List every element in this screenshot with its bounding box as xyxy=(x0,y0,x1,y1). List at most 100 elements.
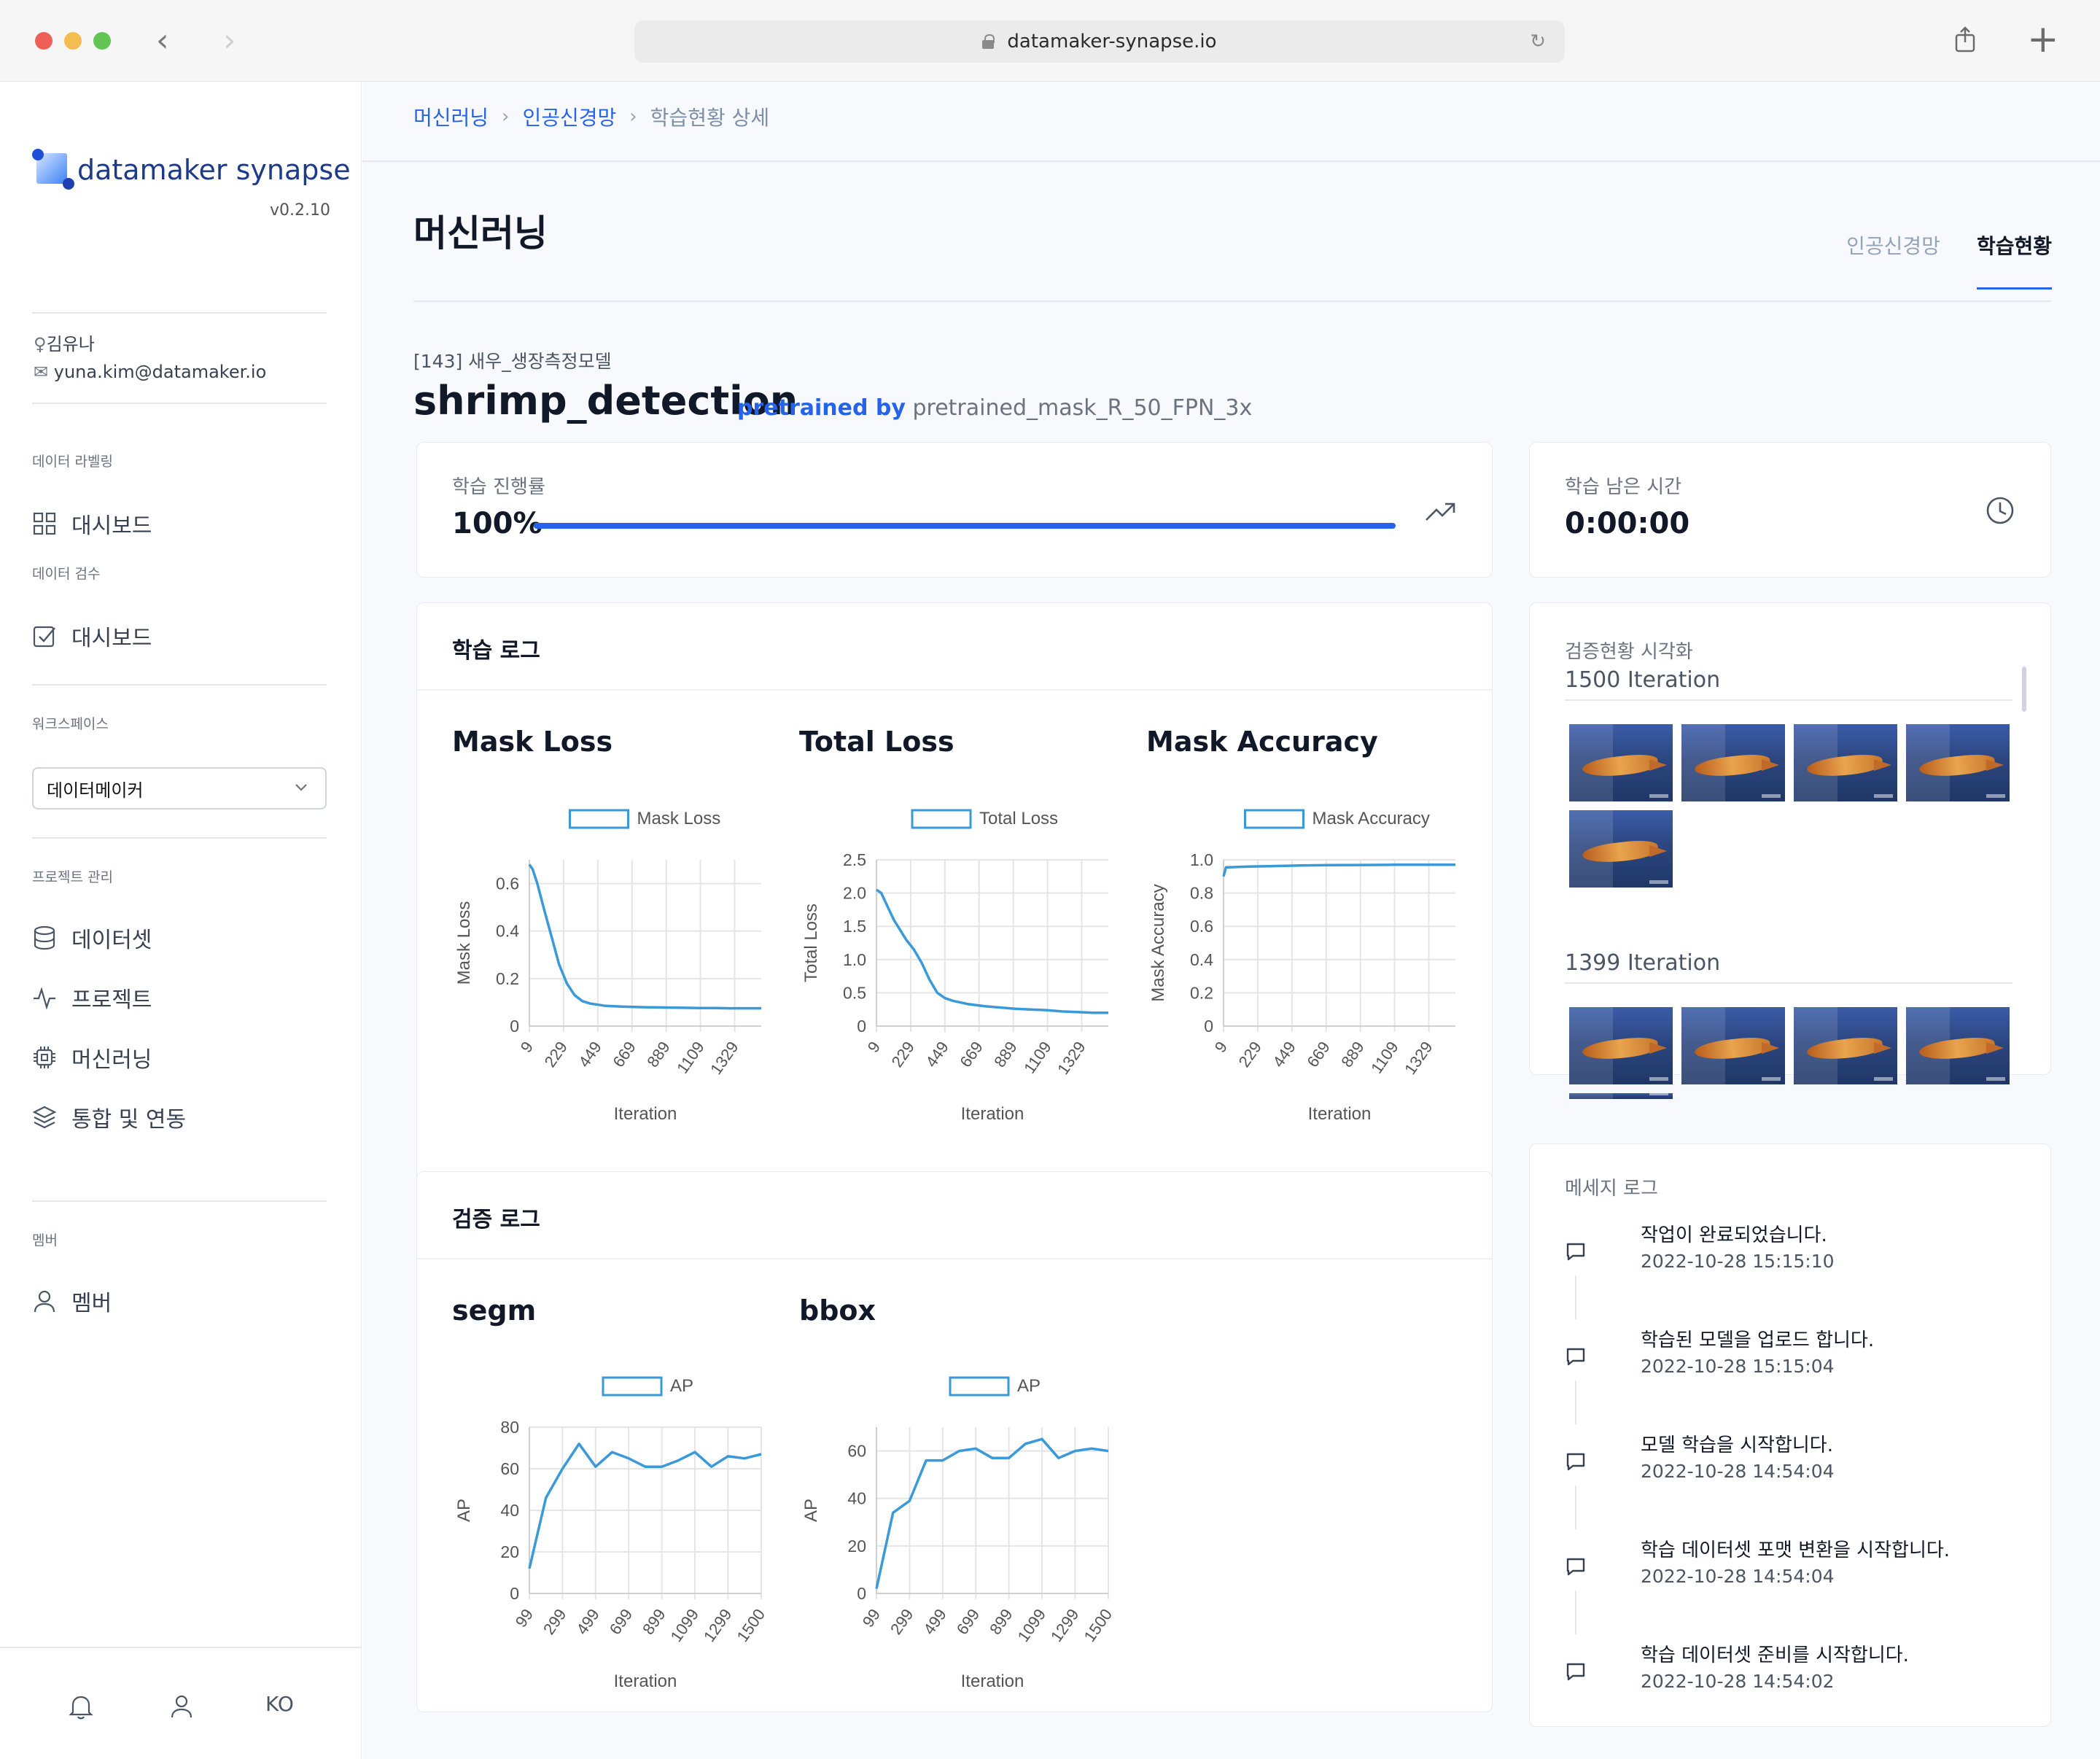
remaining-time-card: 학습 남은 시간 0:00:00 xyxy=(1529,442,2051,578)
logo-text: datamaker synapse xyxy=(77,154,351,186)
pretrained-info: pretrained by pretrained_mask_R_50_FPN_3… xyxy=(737,395,1252,421)
trending-up-icon xyxy=(1426,502,1455,521)
y-tick-label: 0 xyxy=(857,1017,866,1036)
validation-thumbnail[interactable] xyxy=(1681,1007,1785,1084)
message-text: 작업이 완료되었습니다. xyxy=(1641,1224,1827,1246)
maximize-window-button[interactable] xyxy=(93,32,111,50)
x-tick-label: 1109 xyxy=(1367,1038,1402,1077)
legend-label: AP xyxy=(670,1376,693,1396)
tab-neural-network[interactable]: 인공신경망 xyxy=(1846,234,1940,258)
legend-label: Mask Accuracy xyxy=(1312,809,1430,828)
validation-log-title: 검증 로그 xyxy=(452,1207,540,1232)
sidebar-item-machine-learning[interactable]: 머신러닝 xyxy=(32,1041,152,1073)
message-timestamp: 2022-10-28 14:54:04 xyxy=(1641,1461,1835,1482)
back-arrow-icon[interactable]: ‹ xyxy=(156,22,169,59)
timeline-connector xyxy=(1575,1275,1576,1319)
y-tick-label: 1.5 xyxy=(843,917,866,936)
viz-iteration-label: 1500 Iteration xyxy=(1565,667,1721,693)
x-tick-label: 449 xyxy=(575,1038,605,1071)
minimize-window-button[interactable] xyxy=(64,32,82,50)
section-label-review: 데이터 검수 xyxy=(32,566,101,582)
forward-arrow-icon[interactable]: › xyxy=(223,22,236,59)
chart-title-bbox: bbox xyxy=(799,1294,876,1327)
user-email: ✉ yuna.kim@datamaker.io xyxy=(34,362,267,382)
pretrained-by-label: pretrained by xyxy=(737,395,906,421)
chart-title-mask-loss: Mask Loss xyxy=(452,726,613,758)
chat-bubble-icon xyxy=(1566,1348,1585,1366)
bell-icon[interactable] xyxy=(69,1693,93,1720)
breadcrumb-item[interactable]: 머신러닝 xyxy=(413,106,489,130)
legend-label: AP xyxy=(1017,1376,1041,1396)
validation-thumbnail[interactable] xyxy=(1569,810,1673,888)
series-line xyxy=(528,1442,762,1569)
url-text: datamaker-synapse.io xyxy=(1007,31,1217,53)
validation-thumbnail[interactable] xyxy=(1794,724,1897,801)
y-tick-label: 0.2 xyxy=(496,969,519,988)
x-tick-label: 449 xyxy=(1269,1038,1299,1071)
validation-thumbnail[interactable] xyxy=(1906,1007,2010,1084)
x-axis-label: Iteration xyxy=(614,1104,677,1124)
sidebar-item-member[interactable]: 멤버 xyxy=(32,1285,112,1317)
y-axis-label: AP xyxy=(801,1499,821,1522)
legend-label: Total Loss xyxy=(979,809,1058,828)
tab-training-status[interactable]: 학습현황 xyxy=(1976,230,2052,290)
sidebar-item-project[interactable]: 프로젝트 xyxy=(32,982,152,1014)
x-tick-label: 889 xyxy=(1337,1038,1368,1071)
x-tick-label: 889 xyxy=(990,1038,1021,1071)
sidebar-item-dataset[interactable]: 데이터셋 xyxy=(32,922,152,954)
workspace-value: 데이터메이커 xyxy=(47,780,144,801)
close-window-button[interactable] xyxy=(35,32,52,50)
y-tick-label: 0 xyxy=(1204,1017,1213,1036)
share-icon[interactable] xyxy=(1954,26,1976,53)
y-tick-label: 60 xyxy=(847,1442,866,1461)
message-log-title: 메세지 로그 xyxy=(1565,1178,1658,1200)
y-tick-label: 0.2 xyxy=(1190,983,1213,1002)
y-tick-label: 2.5 xyxy=(843,850,866,869)
training-log-title: 학습 로그 xyxy=(452,638,540,664)
sidebar-item-integration[interactable]: 통합 및 연동 xyxy=(32,1101,186,1133)
validation-thumbnail[interactable] xyxy=(1906,724,2010,801)
x-tick-label: 899 xyxy=(639,1606,669,1638)
legend-label: Mask Loss xyxy=(637,809,721,828)
mask-loss-chart: Mask Loss 0 0.2 0.4 0.6 9 229 449 669 889 11091329… xyxy=(454,809,761,1124)
validation-thumbnail[interactable] xyxy=(1569,724,1673,801)
viz-scrollbar[interactable] xyxy=(2022,667,2026,712)
sidebar-item-labeling-dashboard[interactable]: 대시보드 xyxy=(32,508,152,540)
address-bar[interactable]: datamaker-synapse.io ↻ xyxy=(634,20,1565,63)
legend-swatch xyxy=(602,1376,663,1397)
chat-bubble-icon xyxy=(1566,1243,1585,1261)
activity-icon xyxy=(34,987,55,1010)
message-timestamp: 2022-10-28 14:54:02 xyxy=(1641,1671,1835,1692)
progress-label: 학습 진행률 xyxy=(452,476,545,498)
lock-icon xyxy=(982,34,995,49)
progress-value: 100% xyxy=(452,507,542,540)
validation-thumbnail[interactable] xyxy=(1569,1093,1673,1099)
logo[interactable]: datamaker synapse xyxy=(32,149,351,191)
y-tick-label: 2.0 xyxy=(843,884,866,903)
reload-icon[interactable]: ↻ xyxy=(1530,31,1546,53)
chat-bubble-icon xyxy=(1566,1558,1585,1576)
timeline-connector xyxy=(1575,1486,1576,1529)
new-tab-icon[interactable]: + xyxy=(2027,18,2059,61)
validation-thumbnail[interactable] xyxy=(1794,1007,1897,1084)
pretrained-model-name: pretrained_mask_R_50_FPN_3x xyxy=(912,395,1253,421)
profile-icon[interactable] xyxy=(169,1693,194,1720)
series-line xyxy=(1222,863,1455,877)
y-tick-label: 20 xyxy=(847,1537,866,1556)
validation-thumbnail[interactable] xyxy=(1569,1007,1673,1084)
language-switch[interactable]: KO xyxy=(265,1692,294,1716)
model-id-label: [143] 새우_생장측정모델 xyxy=(413,351,612,372)
message-log-card: 메세지 로그 작업이 완료되었습니다. 2022-10-28 15:15:10 학습… xyxy=(1529,1143,2051,1727)
sidebar: datamaker synapse v0.2.10 ♀김유나 ✉ yuna.ki… xyxy=(0,82,362,1759)
sidebar-item-review-dashboard[interactable]: 대시보드 xyxy=(32,620,152,652)
validation-thumbnail[interactable] xyxy=(1681,724,1785,801)
breadcrumb-current: 학습현황 상세 xyxy=(650,106,770,130)
chart-title-mask-accuracy: Mask Accuracy xyxy=(1146,726,1378,758)
y-tick-label: 0.4 xyxy=(496,922,519,941)
workspace-select[interactable]: 데이터메이커 xyxy=(32,767,327,809)
breadcrumb-item[interactable]: 인공신경망 xyxy=(522,106,617,130)
layers-icon xyxy=(32,1106,57,1129)
x-axis-label: Iteration xyxy=(614,1671,677,1691)
logo-mark-icon xyxy=(32,149,74,191)
